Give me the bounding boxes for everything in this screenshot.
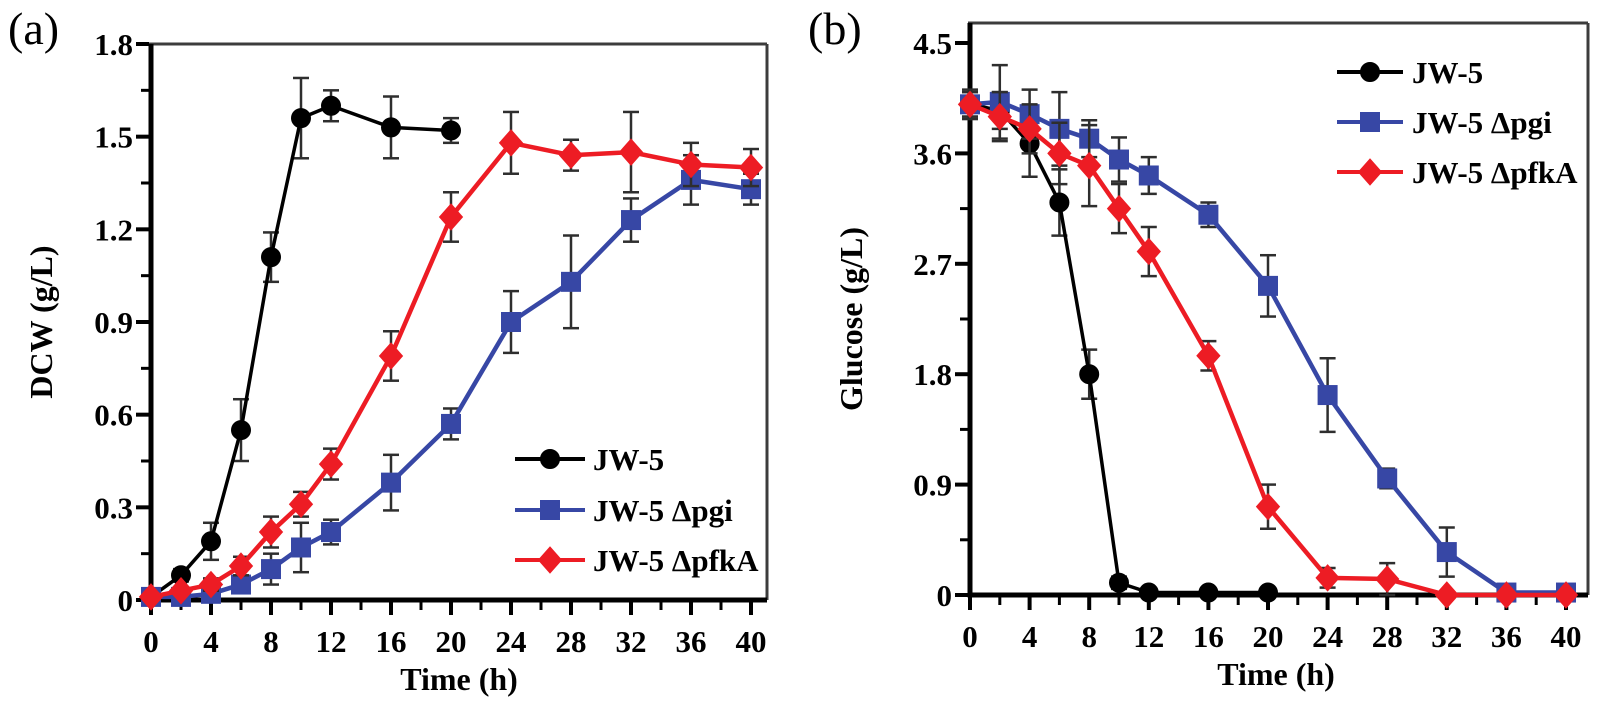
x-axis-title: Time (h) bbox=[400, 661, 518, 697]
panel-label-b: (b) bbox=[808, 3, 862, 54]
x-tick-label: 16 bbox=[1193, 619, 1224, 654]
x-tick-label: 16 bbox=[376, 624, 407, 659]
legend-label: JW-5 ΔpfkA bbox=[1412, 155, 1578, 190]
x-axis-title: Time (h) bbox=[1217, 656, 1335, 692]
x-tick-label: 12 bbox=[1133, 619, 1164, 654]
legend-label: JW-5 bbox=[1412, 55, 1483, 90]
legend-item: JW-5 Δpgi bbox=[1337, 105, 1552, 140]
y-tick-label: 0 bbox=[937, 578, 953, 613]
y-tick-label: 1.2 bbox=[94, 212, 133, 247]
x-tick-label: 24 bbox=[496, 624, 527, 659]
y-tick-label: 0 bbox=[118, 583, 134, 618]
legend-item: JW-5 bbox=[1337, 55, 1483, 90]
x-tick-label: 20 bbox=[436, 624, 467, 659]
x-tick-label: 0 bbox=[143, 624, 159, 659]
y-axis: 0 0.9 1.8 2.7 3.6 4.5 Glucose (g/L) bbox=[833, 26, 968, 613]
legend: JW-5 JW-5 Δpgi JW-5 ΔpfkA bbox=[515, 442, 759, 578]
x-tick-label: 40 bbox=[1551, 619, 1582, 654]
legend-item: JW-5 ΔpfkA bbox=[1337, 155, 1578, 190]
x-axis: 0 4 8 12 16 20 24 28 32 36 40 Time (h) bbox=[143, 602, 767, 697]
error-bars bbox=[962, 90, 1127, 591]
panel-a: (a) 0 4 8 12 16 20 24 28 32 36 40 Time (h) 0 0.3 0.6 0.… bbox=[8, 3, 769, 697]
x-tick-label: 8 bbox=[1081, 619, 1097, 654]
markers bbox=[960, 94, 1278, 603]
y-tick-label: 1.5 bbox=[94, 120, 133, 155]
error-bars bbox=[962, 63, 1515, 600]
markers bbox=[141, 169, 761, 607]
y-tick-label: 0.3 bbox=[94, 490, 133, 525]
x-tick-label: 12 bbox=[316, 624, 347, 659]
y-axis: 0 0.3 0.6 0.9 1.2 1.5 1.8 DCW (g/L) bbox=[23, 27, 149, 618]
glucose-chart: 0 4 8 12 16 20 24 28 32 36 40 Time (h) 0 0.9 1.8 2.7 3.6… bbox=[833, 21, 1590, 692]
y-tick-label: 0.6 bbox=[94, 398, 133, 433]
x-tick-label: 40 bbox=[736, 624, 767, 659]
x-tick-label: 36 bbox=[676, 624, 707, 659]
panel-b: (b) 0 4 8 12 16 20 24 28 32 36 40 Time (h) 0 0.9 1.8 2.… bbox=[800, 0, 1600, 704]
x-axis: 0 4 8 12 16 20 24 28 32 36 40 Time (h) bbox=[962, 597, 1582, 692]
error-bars bbox=[173, 76, 459, 583]
x-tick-label: 32 bbox=[616, 624, 647, 659]
y-tick-label: 2.7 bbox=[913, 247, 952, 282]
legend-label: JW-5 ΔpfkA bbox=[593, 543, 759, 578]
legend-item: JW-5 ΔpfkA bbox=[515, 543, 759, 578]
x-tick-label: 20 bbox=[1253, 619, 1284, 654]
error-bars bbox=[962, 90, 1396, 597]
y-tick-label: 3.6 bbox=[913, 136, 952, 171]
y-axis-title: DCW (g/L) bbox=[23, 245, 59, 398]
legend-label: JW-5 Δpgi bbox=[593, 493, 733, 528]
legend-label: JW-5 Δpgi bbox=[1412, 105, 1552, 140]
x-tick-label: 24 bbox=[1312, 619, 1343, 654]
y-tick-label: 0.9 bbox=[94, 305, 133, 340]
y-tick-label: 1.8 bbox=[94, 27, 133, 62]
x-tick-label: 4 bbox=[1022, 619, 1038, 654]
x-tick-label: 4 bbox=[203, 624, 219, 659]
y-axis-title: Glucose (g/L) bbox=[833, 227, 869, 411]
x-tick-label: 28 bbox=[556, 624, 587, 659]
y-tick-label: 4.5 bbox=[913, 26, 952, 61]
legend-item: JW-5 bbox=[515, 442, 664, 477]
legend: JW-5 JW-5 Δpgi JW-5 ΔpfkA bbox=[1337, 55, 1578, 190]
x-tick-label: 32 bbox=[1431, 619, 1462, 654]
panel-label-a: (a) bbox=[8, 3, 60, 54]
plot-frame bbox=[148, 42, 769, 603]
x-tick-label: 8 bbox=[263, 624, 279, 659]
series-jw-5-pfka bbox=[957, 90, 1579, 609]
x-tick-label: 0 bbox=[962, 619, 978, 654]
y-tick-label: 0.9 bbox=[913, 468, 952, 503]
markers bbox=[957, 90, 1579, 609]
y-tick-label: 1.8 bbox=[913, 357, 952, 392]
legend-label: JW-5 bbox=[593, 442, 664, 477]
dcw-chart: 0 4 8 12 16 20 24 28 32 36 40 Time (h) 0 0.3 0.6 0.9 1.2… bbox=[23, 27, 769, 697]
series-jw-5-pfka bbox=[138, 110, 764, 611]
markers bbox=[138, 129, 764, 611]
x-tick-label: 36 bbox=[1491, 619, 1522, 654]
x-tick-label: 28 bbox=[1372, 619, 1403, 654]
legend-item: JW-5 Δpgi bbox=[515, 493, 733, 528]
